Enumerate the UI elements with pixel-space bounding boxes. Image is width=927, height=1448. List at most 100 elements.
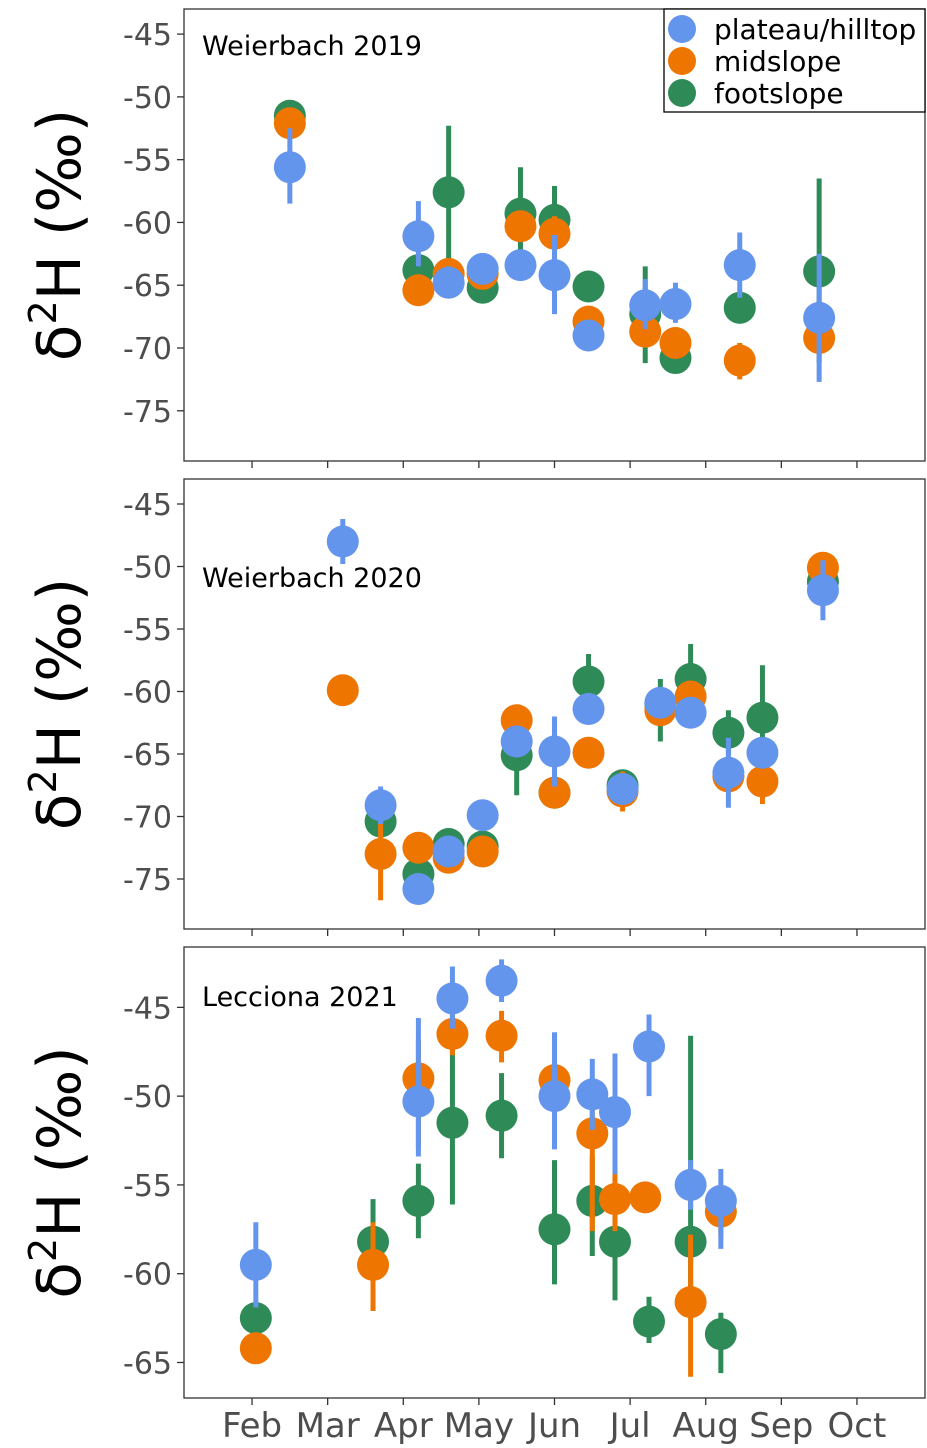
- y-tick-label: -45: [123, 991, 172, 1026]
- data-point: [436, 1018, 469, 1051]
- data-point: [239, 1248, 272, 1281]
- x-tick-label: Feb: [222, 1406, 282, 1446]
- data-point: [432, 176, 465, 209]
- x-tick-label: Oct: [828, 1406, 887, 1446]
- data-point: [576, 1117, 609, 1150]
- legend-key: [668, 15, 696, 43]
- data-point: [239, 1332, 272, 1365]
- data-point: [746, 701, 779, 734]
- data-point: [432, 266, 465, 299]
- data-point: [402, 1085, 435, 1118]
- y-tick-label: -60: [123, 1258, 172, 1293]
- data-point: [402, 1184, 435, 1217]
- data-point: [572, 693, 605, 725]
- legend-key: [668, 79, 696, 107]
- data-point: [402, 873, 435, 905]
- y-tick-label: -70: [123, 332, 172, 367]
- series-plateau-hilltop: [326, 519, 839, 905]
- data-point: [704, 1318, 737, 1351]
- data-point: [723, 249, 756, 282]
- y-tick-label: -75: [123, 395, 172, 430]
- y-axis-label: δ2H (‰): [21, 1046, 95, 1298]
- legend-label: footslope: [714, 77, 844, 110]
- data-point: [629, 1181, 662, 1214]
- legend-label: plateau/hilltop: [714, 13, 916, 46]
- y-tick-label: -60: [123, 676, 172, 711]
- y-tick-label: -45: [123, 488, 172, 523]
- y-tick-label: -50: [123, 81, 172, 116]
- data-point: [538, 735, 571, 768]
- data-point: [364, 838, 397, 870]
- x-tick-label: Aug: [673, 1406, 739, 1446]
- data-point: [326, 674, 359, 707]
- data-point: [504, 210, 537, 243]
- data-point: [402, 274, 435, 307]
- y-tick-label: -50: [123, 551, 172, 586]
- data-point: [273, 107, 306, 140]
- series-plateau-hilltop: [239, 959, 737, 1308]
- x-tick-label: Sep: [749, 1406, 813, 1446]
- data-point: [606, 773, 639, 805]
- data-point: [674, 1168, 707, 1201]
- y-tick-label: -50: [123, 1080, 172, 1115]
- y-tick-label: -70: [123, 801, 172, 836]
- data-point: [500, 725, 533, 758]
- data-point: [712, 756, 745, 789]
- panel-border: [183, 478, 926, 930]
- y-tick-label: -65: [123, 738, 172, 773]
- data-point: [598, 1225, 631, 1258]
- data-point: [538, 259, 571, 292]
- data-point: [436, 1106, 469, 1139]
- x-tick-label: Apr: [374, 1406, 433, 1446]
- data-point: [432, 835, 465, 868]
- data-point: [572, 665, 605, 698]
- data-point: [538, 217, 571, 250]
- legend-label: midslope: [714, 45, 841, 78]
- data-point: [723, 291, 756, 324]
- data-point: [659, 288, 692, 321]
- data-point: [633, 1030, 666, 1063]
- data-point: [572, 736, 605, 769]
- data-point: [504, 249, 537, 282]
- y-tick-label: -55: [123, 613, 172, 648]
- data-point: [803, 301, 836, 334]
- data-point: [326, 525, 359, 558]
- data-point: [485, 964, 518, 997]
- data-point: [576, 1078, 609, 1111]
- data-point: [485, 1099, 518, 1132]
- data-point: [485, 1019, 518, 1052]
- data-point: [746, 765, 779, 798]
- data-point: [273, 151, 306, 184]
- data-point: [723, 344, 756, 377]
- y-tick-label: -65: [123, 269, 172, 304]
- data-point: [598, 1096, 631, 1129]
- panel-3: -45 -50 -55 -60 -65 Feb Mar Apr May Jun Jul Aug Sep O…: [21, 946, 926, 1446]
- y-tick-label: -75: [123, 863, 172, 898]
- data-point: [436, 982, 469, 1015]
- x-tick-label: Jul: [608, 1406, 651, 1446]
- data-point: [364, 789, 397, 822]
- data-point: [402, 220, 435, 253]
- y-axis-label: δ2H (‰): [21, 109, 95, 361]
- y-tick-label: -55: [123, 144, 172, 179]
- data-point: [598, 1183, 631, 1216]
- data-point: [466, 835, 499, 868]
- data-point: [674, 1286, 707, 1319]
- y-axis-label: δ2H (‰): [21, 578, 95, 830]
- data-point: [538, 1213, 571, 1246]
- data-point: [572, 319, 605, 352]
- data-point: [644, 686, 677, 719]
- data-point: [704, 1184, 737, 1217]
- data-point: [806, 574, 839, 607]
- data-point: [633, 1305, 666, 1338]
- data-point: [538, 776, 571, 809]
- data-point: [466, 252, 499, 285]
- data-point: [466, 799, 499, 832]
- data-point: [572, 270, 605, 303]
- data-point: [629, 289, 662, 322]
- legend-box: [663, 8, 926, 113]
- panel-title: Weierbach 2019: [202, 31, 422, 62]
- y-tick-label: -65: [123, 1346, 172, 1381]
